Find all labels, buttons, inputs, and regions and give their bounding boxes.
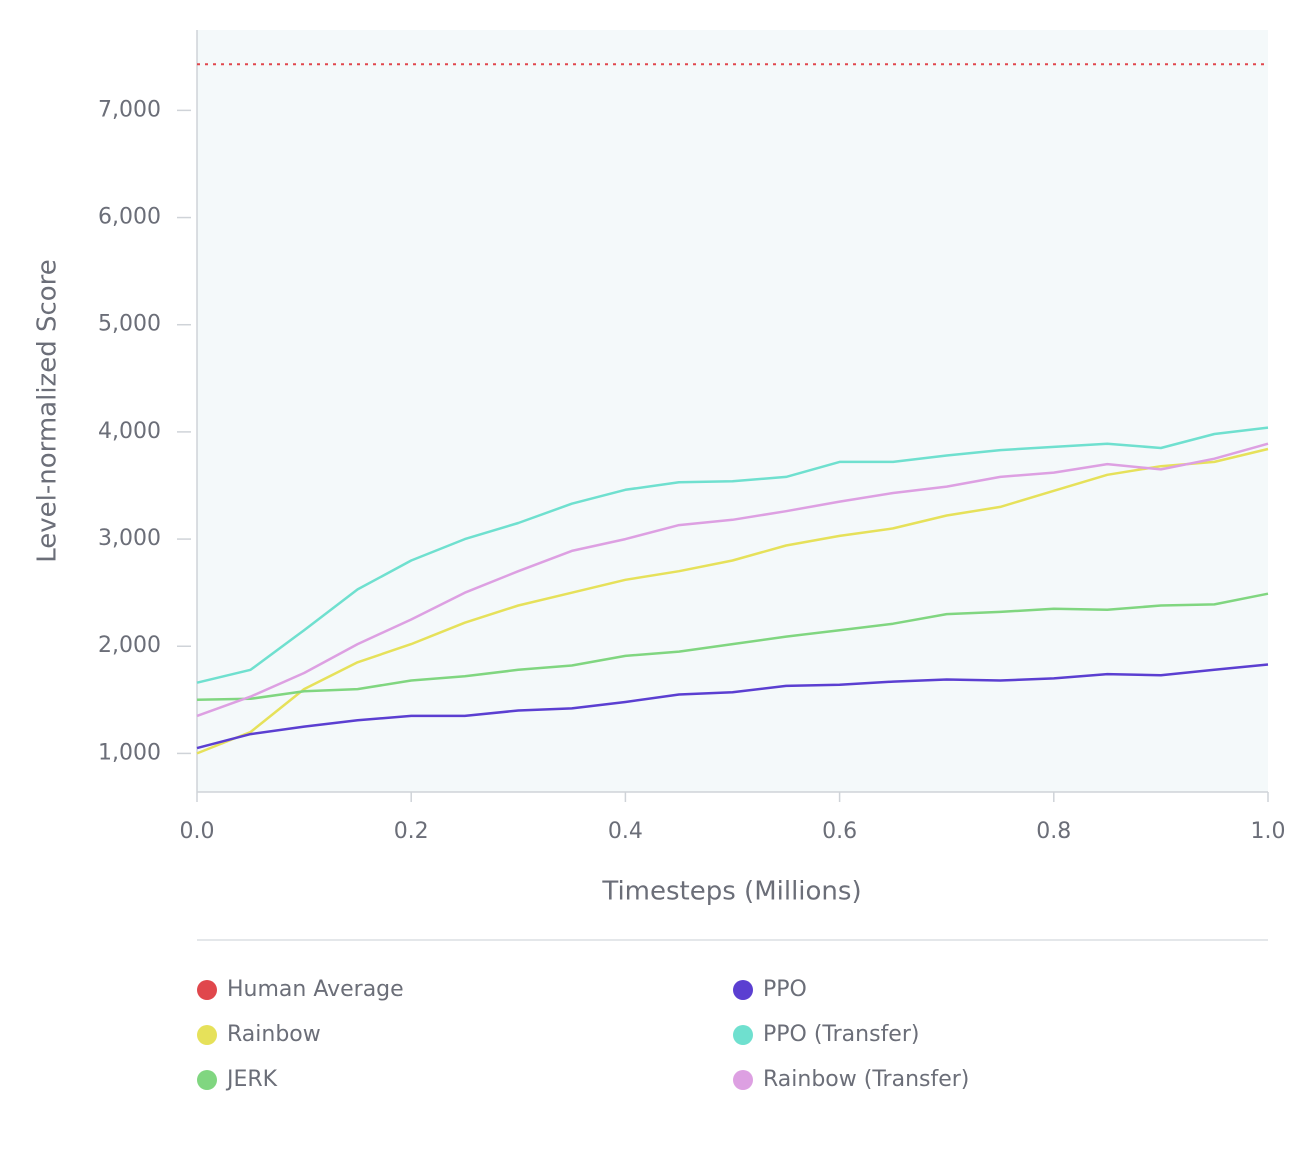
x-tick-label: 0.0 [180, 819, 215, 844]
y-tick-label: 2,000 [98, 633, 161, 658]
legend-label: Rainbow [227, 1022, 321, 1047]
series-line [196, 442, 1269, 718]
y-tick-label: 7,000 [98, 97, 161, 122]
series-line [196, 663, 1269, 750]
y-tick-label: 5,000 [98, 312, 161, 337]
y-tick-label: 4,000 [98, 419, 161, 444]
series-line [196, 426, 1269, 684]
legend-swatch [733, 1025, 753, 1045]
x-tick-label: 0.4 [608, 819, 643, 844]
legend-label: JERK [225, 1067, 278, 1092]
legend-swatch [197, 980, 217, 1000]
legend-swatch [197, 1025, 217, 1045]
legend-swatch [733, 980, 753, 1000]
y-tick-label: 6,000 [98, 205, 161, 230]
x-tick-label: 1.0 [1251, 819, 1286, 844]
x-axis-label: Timesteps (Millions) [601, 877, 861, 907]
plot-background [197, 30, 1268, 792]
legend-swatch [197, 1070, 217, 1090]
legend-label: Rainbow (Transfer) [763, 1067, 969, 1092]
y-tick-label: 3,000 [98, 526, 161, 551]
y-tick-label: 1,000 [98, 740, 161, 765]
x-tick-label: 0.8 [1036, 819, 1071, 844]
legend-label: PPO [763, 977, 807, 1002]
legend-swatch [733, 1070, 753, 1090]
x-tick-label: 0.6 [822, 819, 857, 844]
x-tick-label: 0.2 [394, 819, 429, 844]
series-line [196, 592, 1269, 702]
legend-label: PPO (Transfer) [763, 1022, 919, 1047]
legend-label: Human Average [227, 977, 404, 1002]
y-axis-label: Level-normalized Score [33, 259, 63, 563]
series-line [196, 447, 1269, 755]
